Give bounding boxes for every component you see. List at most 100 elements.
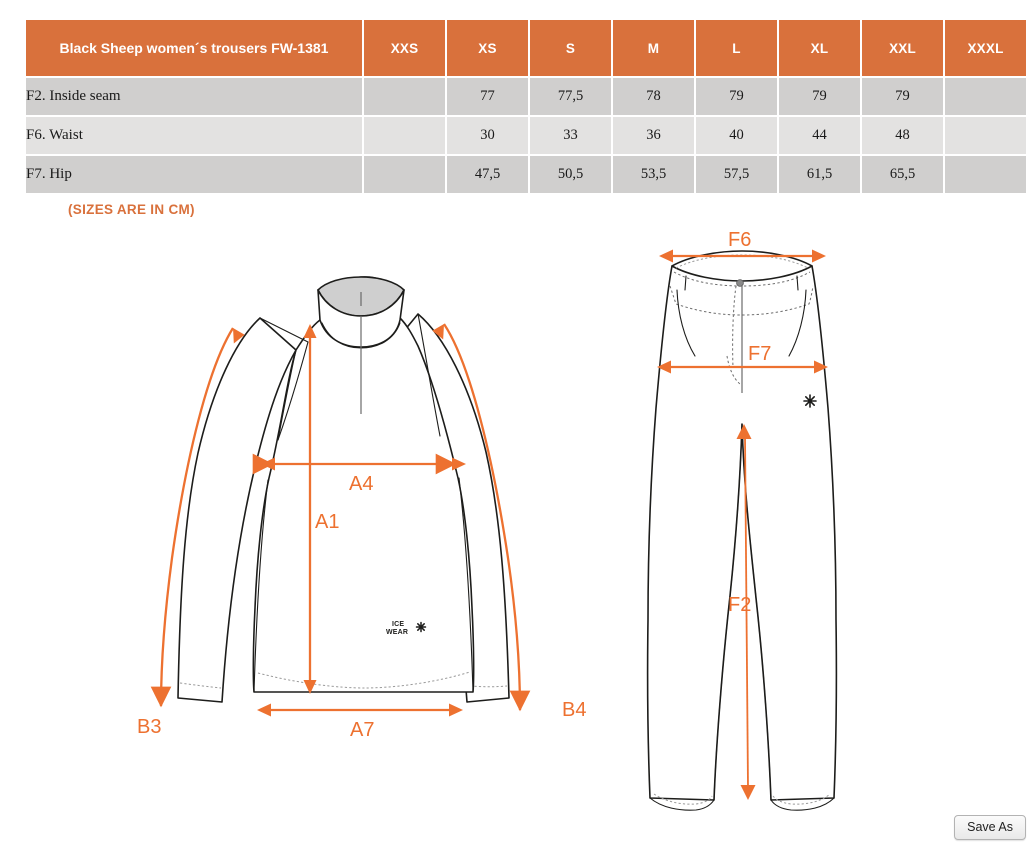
- measure-f2-arrowhead-top: [736, 424, 752, 439]
- cell-hip-xxs: [364, 156, 445, 193]
- trousers-snowflake-icon: [803, 394, 817, 408]
- cell-hip-l: 57,5: [696, 156, 777, 193]
- fly-stitch: [732, 285, 737, 369]
- cell-waist-s: 33: [530, 117, 611, 154]
- waistband-bottom-seam: [669, 285, 814, 316]
- measure-a4-arrowhead-left: [261, 457, 275, 471]
- brand-logo-line1: ICE: [392, 621, 404, 628]
- cell-waist-xs: 30: [447, 117, 528, 154]
- right-body-side-seam: [458, 477, 474, 693]
- measure-f7-arrowhead-right: [814, 360, 828, 374]
- measure-f6-arrowhead-right: [812, 249, 826, 263]
- fly-curve-stitch: [726, 355, 741, 385]
- cell-hip-s: 50,5: [530, 156, 611, 193]
- measure-label-f7: F7: [748, 343, 771, 365]
- measure-a7-arrowhead-left: [257, 703, 271, 717]
- table-header-row: Black Sheep women´s trousers FW-1381 XXS…: [26, 20, 1026, 76]
- right-hem: [770, 797, 835, 811]
- save-as-button[interactable]: Save As: [954, 815, 1026, 840]
- left-hem: [649, 797, 715, 811]
- cell-hip-xxl: 65,5: [862, 156, 943, 193]
- belt-loop-right: [796, 275, 799, 291]
- left-cuff-stitch: [179, 682, 222, 689]
- measure-label-f6: F6: [728, 229, 751, 251]
- hem-stitch: [257, 671, 471, 689]
- column-header-xxxl: XXXL: [945, 20, 1026, 76]
- cell-waist-xxl: 48: [862, 117, 943, 154]
- measure-b4-line: [443, 323, 531, 712]
- cell-waist-xl: 44: [779, 117, 860, 154]
- measure-label-a7: A7: [350, 719, 374, 741]
- size-chart-table: Black Sheep women´s trousers FW-1381 XXS…: [24, 18, 1028, 195]
- cell-waist-l: 40: [696, 117, 777, 154]
- column-header-s: S: [530, 20, 611, 76]
- cell-inside-seam-xl: 79: [779, 78, 860, 115]
- brand-logo: ICE WEAR: [386, 621, 427, 636]
- right-hem-stitch: [772, 793, 831, 805]
- table-row: F2. Inside seam 77 77,5 78 79 79 79: [26, 78, 1026, 115]
- row-label-inside-seam: F2. Inside seam: [26, 78, 362, 115]
- sweater-illustration: ICE WEAR B3 B4: [137, 276, 586, 741]
- measure-a4-arrowhead-right: [452, 457, 466, 471]
- right-cuff-stitch: [469, 685, 508, 688]
- cell-hip-xs: 47,5: [447, 156, 528, 193]
- measure-label-b4: B4: [562, 699, 586, 721]
- cell-inside-seam-s: 77,5: [530, 78, 611, 115]
- table-row: F7. Hip 47,5 50,5 53,5 57,5 61,5 65,5: [26, 156, 1026, 193]
- cell-waist-xxxl: [945, 117, 1026, 154]
- belt-loop-left: [684, 275, 687, 291]
- pocket-right-line: [788, 289, 807, 357]
- table-header: Black Sheep women´s trousers FW-1381 XXS…: [26, 20, 1026, 76]
- left-shoulder-seam: [259, 317, 309, 343]
- left-raglan-seam: [277, 349, 297, 441]
- left-hem-stitch: [653, 793, 713, 805]
- row-label-waist: F6. Waist: [26, 117, 362, 154]
- trousers-illustration: F6 F7 F2: [646, 229, 838, 811]
- table-title-cell: Black Sheep women´s trousers FW-1381: [26, 20, 362, 76]
- units-note: (SIZES ARE IN CM): [68, 202, 195, 217]
- cell-inside-seam-xxs: [364, 78, 445, 115]
- cell-hip-xxxl: [945, 156, 1026, 193]
- column-header-l: L: [696, 20, 777, 76]
- column-header-xl: XL: [779, 20, 860, 76]
- measure-f2-arrowhead-bottom: [740, 785, 756, 800]
- measure-label-a4: A4: [349, 473, 373, 495]
- column-header-xs: XS: [447, 20, 528, 76]
- sweater-left-sleeve: [177, 317, 297, 703]
- measure-b3-line: [150, 327, 234, 708]
- pocket-left-line: [676, 289, 696, 357]
- measure-label-f2: F2: [728, 594, 751, 616]
- column-header-m: M: [613, 20, 694, 76]
- measure-a1-arrowhead-bottom: [303, 680, 317, 694]
- table-body: F2. Inside seam 77 77,5 78 79 79 79 F6. …: [26, 78, 1026, 193]
- measure-f2-line: [744, 435, 749, 789]
- right-raglan-seam: [417, 313, 441, 437]
- brand-logo-line2: WEAR: [386, 629, 408, 636]
- measure-label-b3: B3: [137, 716, 161, 738]
- measure-a1-arrowhead-top: [303, 324, 317, 338]
- cell-inside-seam-m: 78: [613, 78, 694, 115]
- measure-b4-arrowhead-top: [432, 324, 444, 340]
- left-inseam: [713, 423, 743, 801]
- cell-hip-m: 53,5: [613, 156, 694, 193]
- garment-diagrams: ICE WEAR B3 B4: [0, 228, 1034, 818]
- cell-inside-seam-l: 79: [696, 78, 777, 115]
- column-header-xxl: XXL: [862, 20, 943, 76]
- size-table-container: Black Sheep women´s trousers FW-1381 XXS…: [24, 18, 1026, 195]
- measure-label-a1: A1: [315, 511, 339, 533]
- column-header-xxs: XXS: [364, 20, 445, 76]
- left-yoke-seam: [277, 341, 309, 441]
- cell-inside-seam-xs: 77: [447, 78, 528, 115]
- table-row: F6. Waist 30 33 36 40 44 48: [26, 117, 1026, 154]
- cell-inside-seam-xxl: 79: [862, 78, 943, 115]
- snowflake-icon: [415, 621, 427, 633]
- cell-waist-xxs: [364, 117, 445, 154]
- left-body-side-seam: [253, 479, 269, 693]
- waistband-lower-stitch: [673, 271, 811, 287]
- measure-f6-arrowhead-left: [659, 249, 673, 263]
- cell-hip-xl: 61,5: [779, 156, 860, 193]
- cell-inside-seam-xxxl: [945, 78, 1026, 115]
- cell-waist-m: 36: [613, 117, 694, 154]
- measure-f7-arrowhead-left: [657, 360, 671, 374]
- waist-button-icon: [736, 279, 744, 287]
